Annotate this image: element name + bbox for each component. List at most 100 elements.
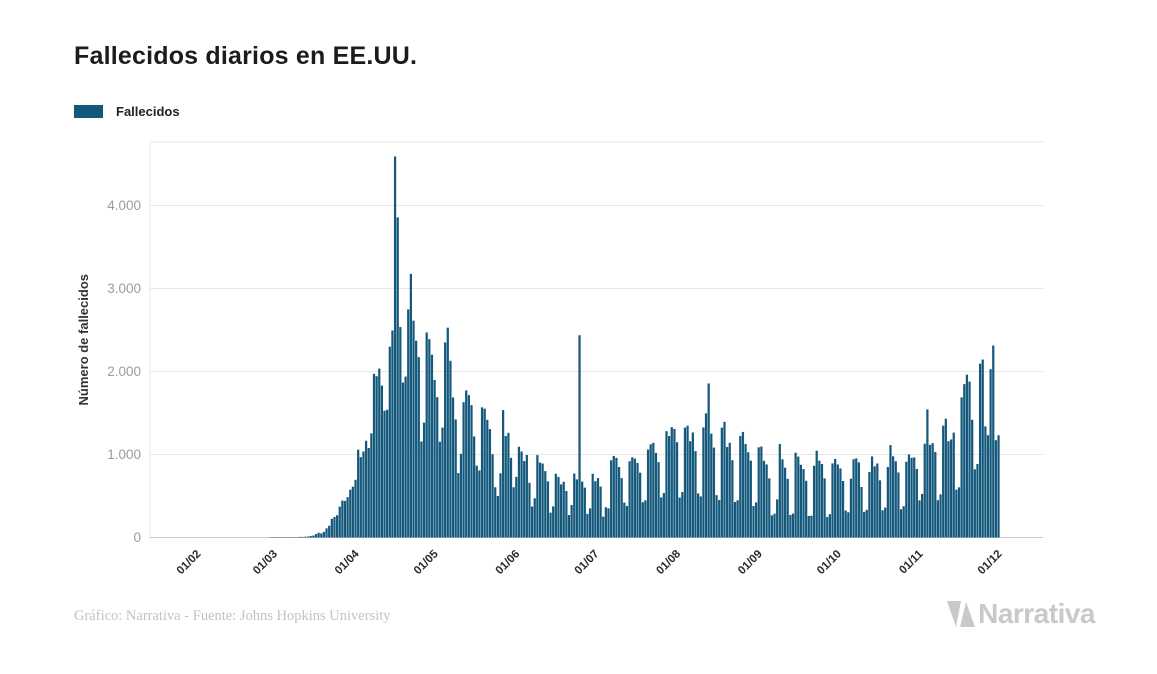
bar [610, 460, 613, 538]
bar [839, 468, 842, 538]
bar [357, 449, 360, 538]
bar [723, 421, 726, 538]
bar [797, 456, 800, 538]
bar [488, 429, 492, 538]
bar [718, 500, 721, 538]
bar [786, 478, 789, 538]
bar [378, 368, 381, 538]
bar [881, 510, 884, 538]
bar [588, 508, 592, 538]
bar [596, 478, 600, 538]
bar [538, 462, 542, 538]
bar [639, 472, 642, 538]
bar [920, 493, 924, 538]
bar [478, 470, 481, 538]
bar [836, 464, 839, 538]
bar [789, 515, 792, 538]
bar [370, 433, 373, 538]
bar [391, 330, 394, 538]
bar [430, 354, 434, 538]
bar [978, 363, 982, 538]
bar [768, 478, 771, 538]
bar [736, 500, 739, 538]
bar [773, 513, 776, 538]
bar [928, 444, 932, 538]
bar [765, 464, 768, 538]
bar [704, 413, 708, 538]
bar [886, 466, 889, 538]
bar [776, 499, 779, 538]
bar [312, 535, 315, 538]
bar [412, 320, 415, 538]
bar [907, 454, 911, 538]
x-tick-label: 01/10 [815, 548, 844, 577]
bar [754, 502, 758, 538]
bar [525, 454, 528, 538]
bar [607, 508, 610, 538]
bar [314, 534, 318, 538]
bar [523, 461, 526, 538]
bar [504, 435, 507, 538]
bar [934, 451, 937, 538]
bar [333, 516, 336, 538]
bar [486, 419, 489, 538]
chart-credit: Gráfico: Narrativa - Fuente: Johns Hopki… [74, 608, 391, 624]
bar [986, 435, 990, 538]
bar [494, 487, 497, 538]
bar [936, 500, 940, 538]
bar [807, 516, 810, 538]
x-tick-label: 01/05 [412, 548, 441, 577]
bar [844, 510, 847, 538]
bar [944, 418, 947, 538]
bar [965, 374, 969, 538]
bar [757, 447, 760, 538]
bar [828, 514, 832, 538]
x-tick-label: 01/08 [654, 548, 683, 577]
bar [868, 472, 871, 538]
bar [386, 409, 389, 538]
bar [554, 473, 557, 538]
bar [894, 461, 897, 538]
bar [926, 409, 929, 538]
bar [781, 459, 784, 538]
bar [725, 447, 729, 538]
bar [699, 496, 702, 538]
bar [612, 455, 615, 538]
bar [512, 487, 515, 538]
bar [625, 505, 629, 538]
bar [417, 357, 420, 538]
bar [375, 376, 378, 538]
bar [949, 439, 953, 538]
x-tick-label: 01/03 [251, 548, 280, 577]
bar [747, 452, 750, 538]
bar [388, 346, 391, 538]
bar [449, 360, 452, 538]
bar [812, 465, 816, 538]
bar [994, 440, 998, 538]
bar [559, 484, 563, 538]
bar [636, 462, 639, 538]
bar [715, 495, 718, 538]
bar [915, 468, 918, 538]
bar [299, 536, 302, 538]
bar [567, 515, 571, 538]
bar [633, 458, 636, 538]
bar [328, 525, 331, 538]
bar [783, 467, 787, 538]
bar [594, 481, 597, 538]
bar [847, 512, 850, 538]
x-tick-label: 01/11 [897, 548, 926, 577]
bar [955, 489, 958, 538]
bar [889, 445, 892, 538]
bar [346, 497, 349, 538]
bar [741, 431, 745, 538]
bar [407, 309, 410, 538]
bar [860, 487, 863, 538]
bar [870, 456, 874, 538]
bar [454, 419, 457, 538]
bar [393, 156, 397, 538]
bar [957, 487, 961, 538]
bar [794, 452, 797, 538]
bar [678, 497, 681, 538]
bar [641, 502, 644, 538]
